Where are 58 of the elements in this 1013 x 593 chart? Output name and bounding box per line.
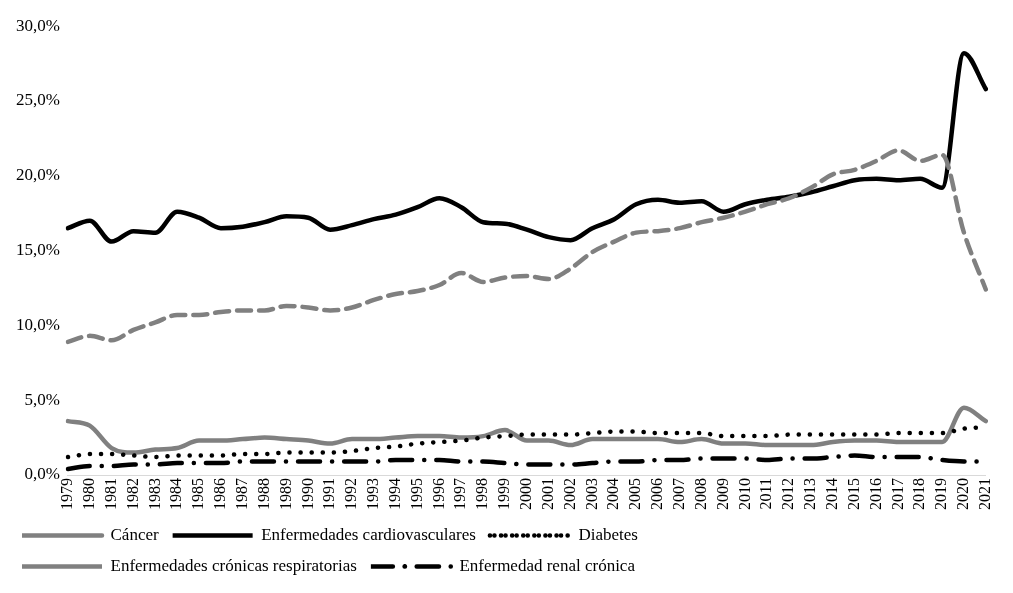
x-tick-label: 2009: [713, 478, 731, 510]
y-tick-label: 0,0%: [24, 464, 60, 484]
x-tick-label: 1999: [495, 478, 513, 510]
legend-label: Enfermedades crónicas respiratorias: [110, 555, 357, 575]
x-tick-label: 1992: [342, 478, 360, 510]
x-tick-label: 1998: [473, 478, 491, 510]
x-tick-label: 2011: [757, 478, 775, 510]
x-tick-label: 2015: [844, 478, 862, 510]
y-tick-label: 25,0%: [15, 90, 60, 110]
x-tick-label: 1996: [429, 478, 447, 510]
x-tick-label: 1982: [123, 478, 141, 510]
x-tick-label: 1981: [101, 478, 119, 510]
x-tick-label: 1986: [211, 478, 229, 510]
x-tick-label: 1989: [276, 478, 294, 510]
line-series: [65, 405, 989, 455]
x-tick-label: 1994: [385, 478, 403, 510]
x-tick-label: 1988: [254, 478, 272, 510]
x-tick-label: 1983: [145, 478, 163, 510]
y-tick-label: 15,0%: [15, 240, 60, 260]
x-tick-label: 2008: [691, 478, 709, 510]
x-tick-label: 1980: [79, 478, 97, 510]
x-tick-label: 2014: [823, 478, 841, 510]
x-tick-label: 2016: [866, 478, 884, 510]
x-tick-label: 1997: [451, 478, 469, 510]
x-tick-label: 2006: [648, 478, 666, 510]
x-tick-label: 2013: [801, 478, 819, 510]
line-series: [65, 50, 989, 244]
x-tick-label: 1993: [364, 478, 382, 510]
x-tick-label: 1984: [167, 478, 185, 510]
x-tick-label: 2000: [517, 478, 535, 510]
x-tick-label: 2010: [735, 478, 753, 510]
x-tick-label: 2018: [910, 478, 928, 510]
x-tick-label: 2001: [538, 478, 556, 510]
x-tick-label: 1995: [407, 478, 425, 510]
legend-label: Enfermedad renal crónica: [459, 555, 636, 575]
x-tick-label: 2004: [604, 478, 622, 510]
x-tick-label: 2007: [670, 478, 688, 510]
x-tick-label: 2021: [976, 478, 993, 510]
x-tick-label: 1985: [189, 478, 207, 510]
legend-label: Cáncer: [110, 524, 159, 544]
y-tick-label: 20,0%: [15, 165, 60, 185]
x-tick-label: 2020: [954, 478, 972, 510]
x-tick-label: 2005: [626, 478, 644, 510]
y-tick-label: 10,0%: [15, 314, 60, 334]
y-tick-label: 5,0%: [24, 389, 60, 409]
x-tick-label: 1990: [298, 478, 316, 510]
legend-label: Enfermedades cardiovasculares: [261, 524, 476, 544]
x-tick-label: 2002: [560, 478, 578, 510]
y-tick-label: 30,0%: [15, 15, 60, 35]
legend-label: Diabetes: [578, 524, 638, 544]
x-tick-label: 2017: [888, 478, 906, 510]
x-tick-label: 2003: [582, 478, 600, 510]
x-tick-label: 1979: [58, 478, 76, 510]
x-tick-label: 1991: [320, 478, 338, 510]
x-tick-label: 1987: [232, 478, 250, 510]
line-series: [65, 148, 989, 345]
x-tick-label: 2012: [779, 478, 797, 510]
x-tick-label: 2019: [932, 478, 950, 510]
